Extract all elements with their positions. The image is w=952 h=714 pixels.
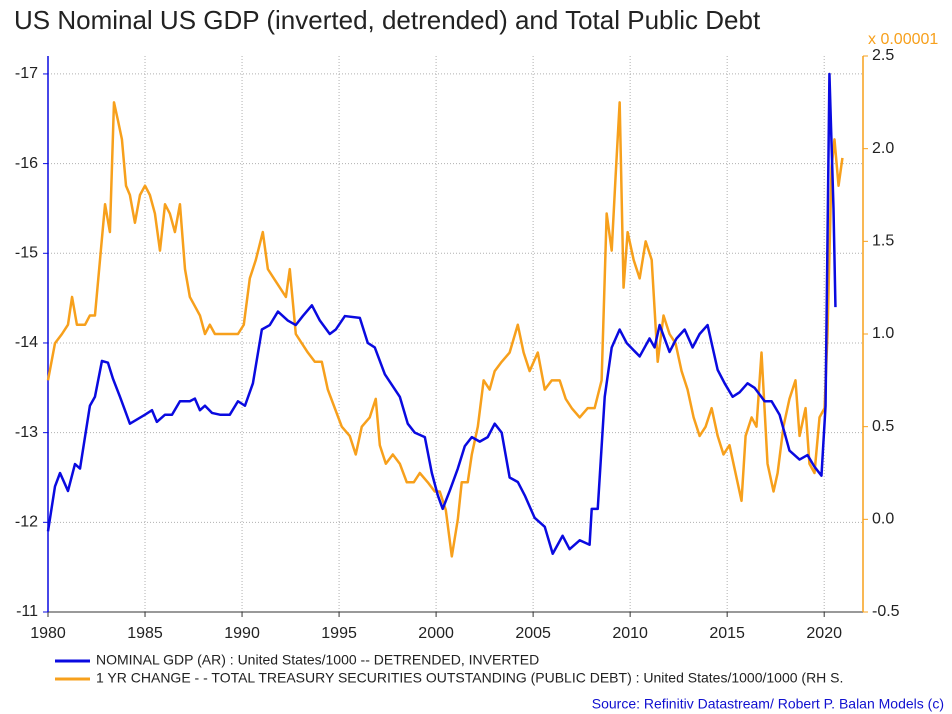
y2-tick-label: 1.0	[872, 325, 894, 342]
x-tick-label: 2000	[418, 625, 454, 642]
y-tick-label: -15	[15, 245, 38, 262]
data-line	[46, 101, 844, 558]
source: Source: Refinitiv Datastream/ Robert P. …	[592, 696, 944, 712]
y-tick-label: -16	[15, 155, 38, 172]
y2-axis-label: x 0.00001	[868, 31, 938, 48]
x-tick-label: 1990	[224, 625, 260, 642]
x-tick-label: 2005	[515, 625, 551, 642]
data-line	[46, 72, 837, 555]
y-tick-label: -11	[16, 603, 38, 620]
x-tick-label: 2020	[806, 625, 842, 642]
x-tick-label: 1995	[321, 625, 357, 642]
legend-label: 1 YR CHANGE - - TOTAL TREASURY SECURITIE…	[96, 670, 843, 686]
y2-tick-label: 1.5	[872, 233, 894, 250]
x-tick-label: 2010	[612, 625, 648, 642]
y2-tick-label: 0.5	[872, 418, 894, 435]
y2-tick-label: 0.0	[872, 511, 894, 528]
x-tick-label: 1985	[127, 625, 163, 642]
y2-tick-label: 2.5	[872, 47, 894, 64]
x-tick-label: 2015	[709, 625, 745, 642]
legend-label: NOMINAL GDP (AR) : United States/1000 --…	[96, 652, 539, 668]
chart-title: US Nominal US GDP (inverted, detrended) …	[14, 5, 761, 35]
y-tick-label: -17	[15, 65, 38, 82]
y-tick-label: -13	[15, 424, 38, 441]
y2-tick-label: -0.5	[872, 603, 900, 620]
y2-tick-label: 2.0	[872, 140, 894, 157]
y-tick-label: -12	[15, 514, 38, 531]
x-tick-label: 1980	[30, 625, 66, 642]
y-tick-label: -14	[15, 334, 38, 351]
